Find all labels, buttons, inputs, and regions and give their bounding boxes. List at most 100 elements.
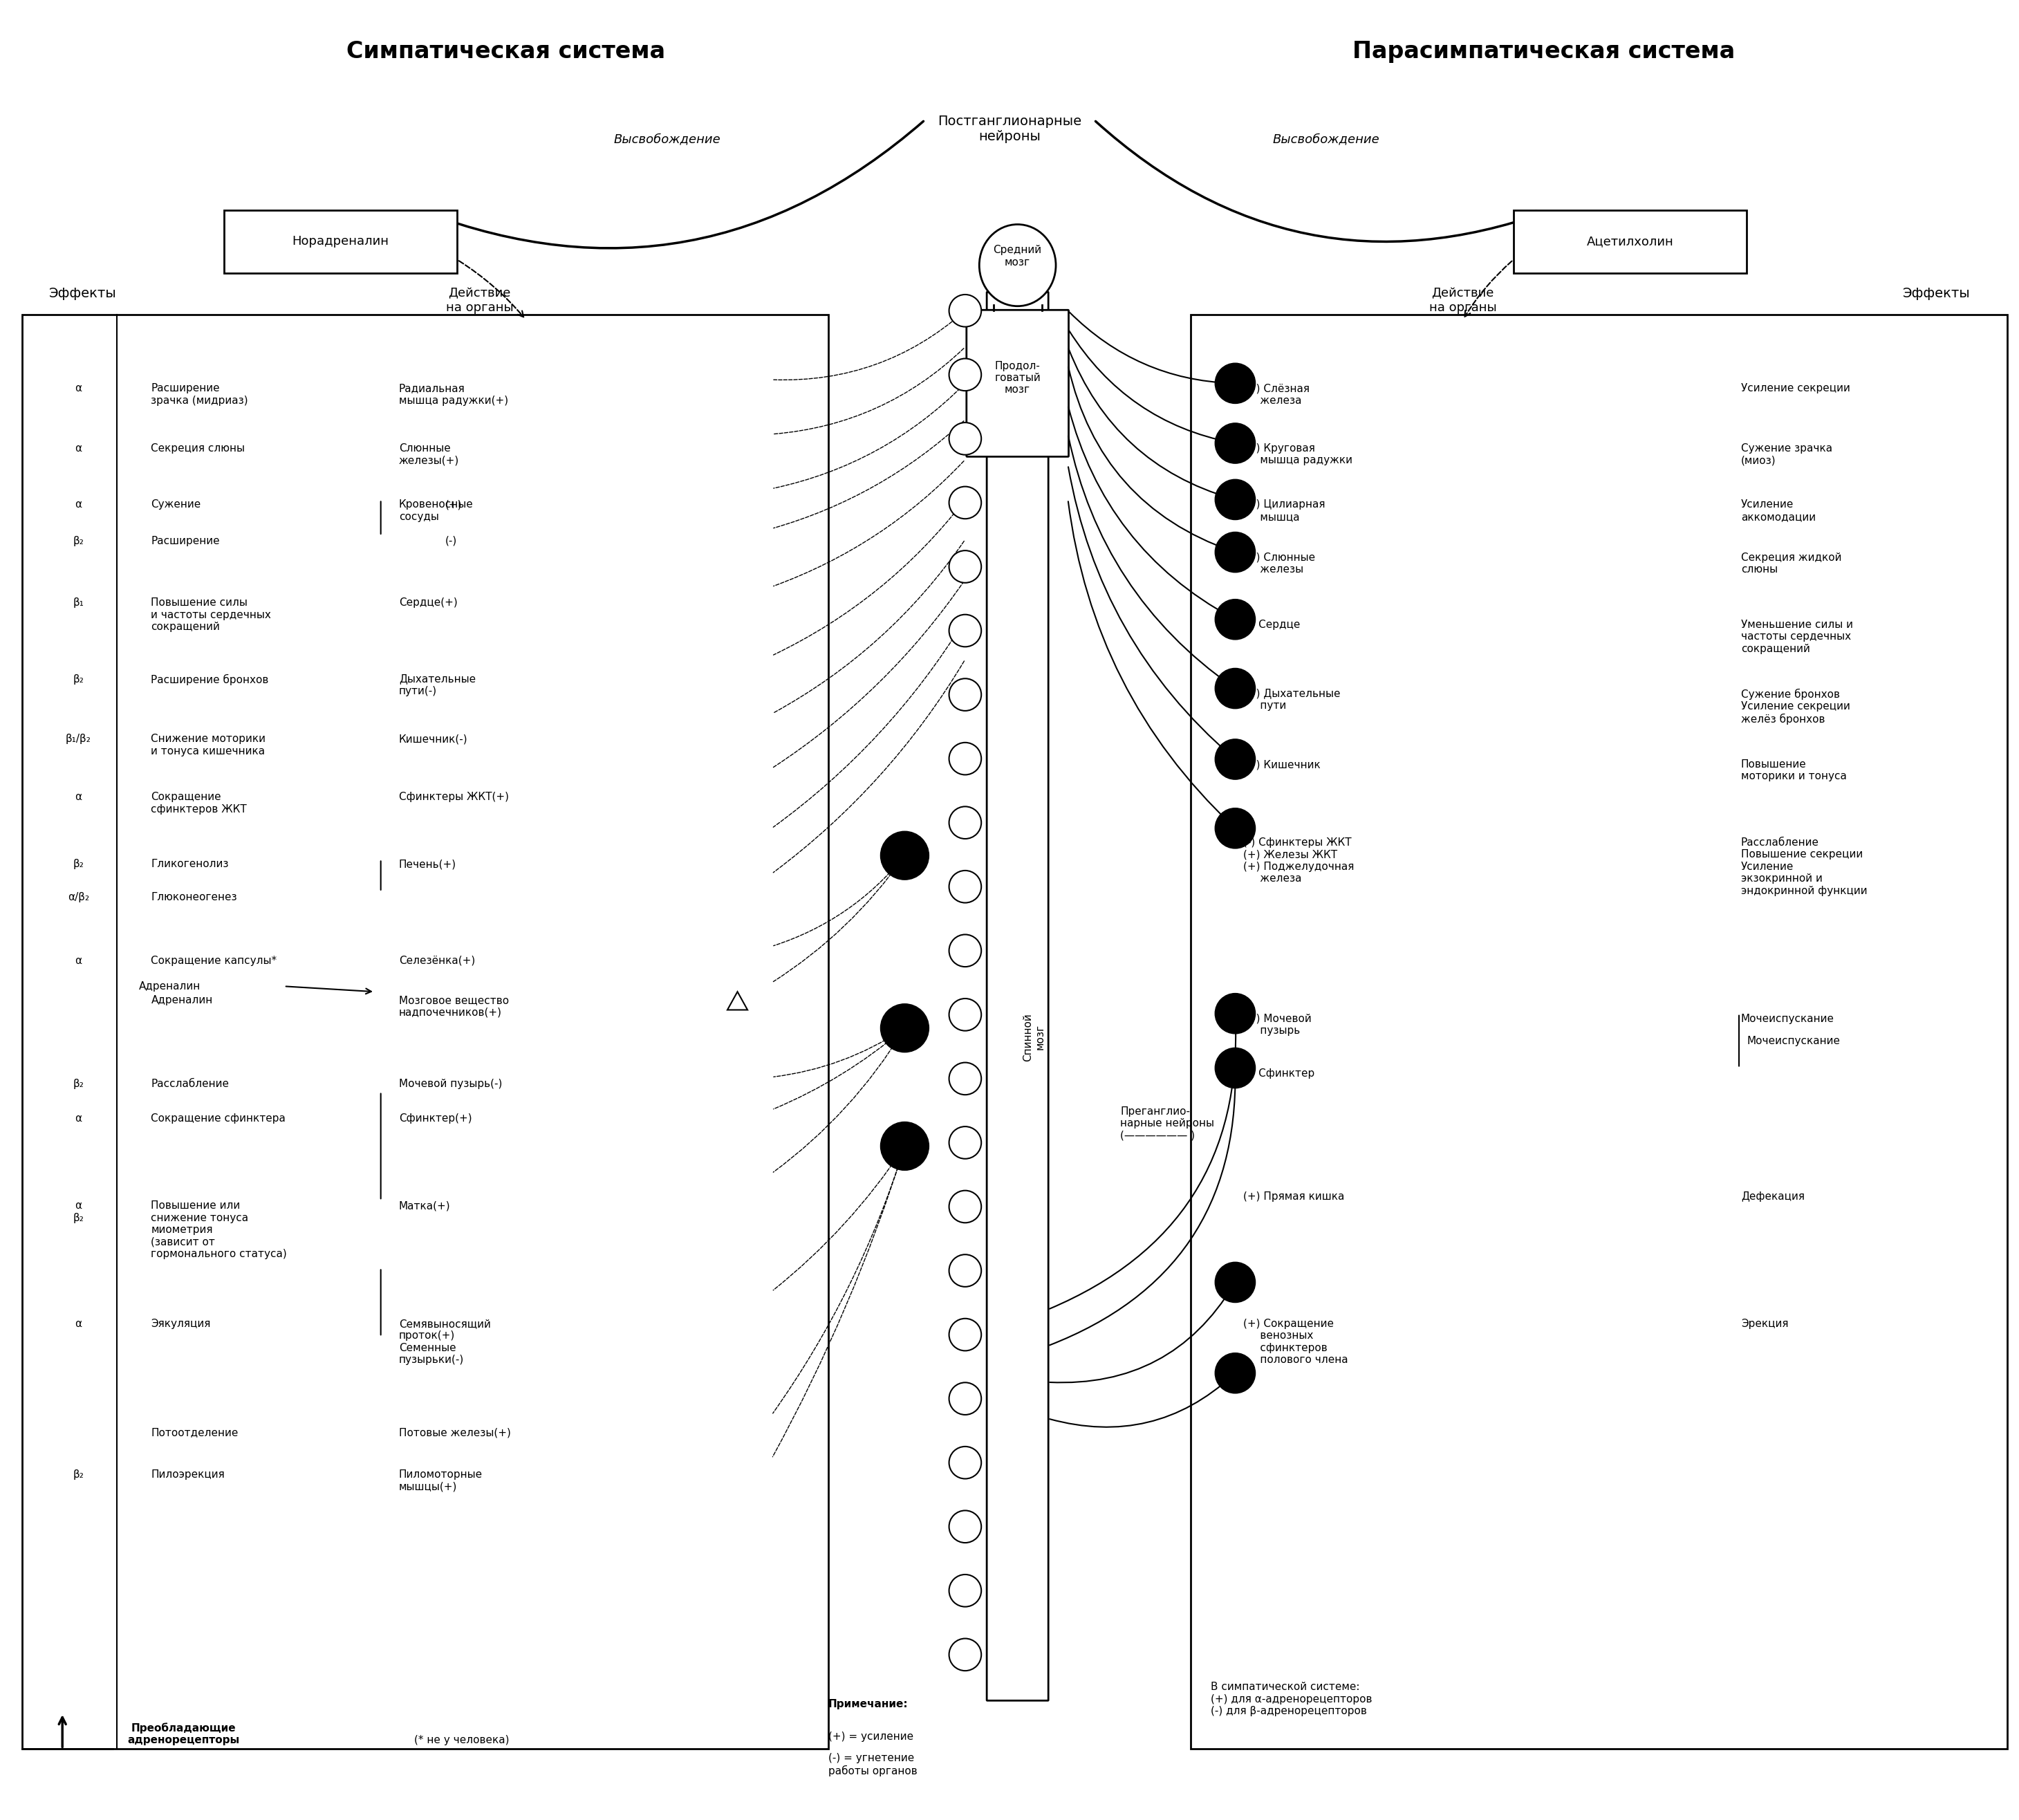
Circle shape	[949, 615, 981, 646]
Circle shape	[949, 870, 981, 903]
Text: Повышение
моторики и тонуса: Повышение моторики и тонуса	[1740, 759, 1847, 781]
Circle shape	[949, 743, 981, 775]
Text: Секреция слюны: Секреция слюны	[151, 444, 244, 453]
Text: (-) = угнетение
работы органов: (-) = угнетение работы органов	[828, 1753, 917, 1776]
Text: Примечание:: Примечание:	[828, 1698, 909, 1709]
Text: α: α	[75, 792, 83, 803]
Text: (+) Круговая
     мышца радужки: (+) Круговая мышца радужки	[1244, 444, 1353, 466]
FancyBboxPatch shape	[1514, 209, 1746, 273]
Text: β₂: β₂	[73, 673, 85, 684]
Circle shape	[949, 295, 981, 328]
Text: Сердце(+): Сердце(+)	[400, 597, 458, 608]
Text: β₂: β₂	[73, 859, 85, 870]
Text: Усиление секреции: Усиление секреции	[1740, 384, 1849, 393]
Circle shape	[949, 486, 981, 519]
Text: (-) Сфинктер: (-) Сфинктер	[1244, 1068, 1314, 1079]
Circle shape	[1215, 1261, 1256, 1303]
Text: Продол-
говатый
мозг: Продол- говатый мозг	[995, 360, 1040, 395]
Text: Средний
мозг: Средний мозг	[993, 246, 1042, 268]
Text: Сокращение сфинктера: Сокращение сфинктера	[151, 1114, 287, 1123]
Text: (-): (-)	[446, 535, 456, 546]
Text: α: α	[75, 384, 83, 393]
Text: α: α	[75, 1114, 83, 1123]
Text: (+) Цилиарная
     мышца: (+) Цилиарная мышца	[1244, 499, 1324, 522]
Text: α
β₂: α β₂	[73, 1201, 85, 1223]
Text: Дыхательные
пути(-): Дыхательные пути(-)	[400, 673, 476, 697]
Text: Кровеносные
сосуды: Кровеносные сосуды	[400, 499, 472, 522]
Circle shape	[949, 1574, 981, 1607]
Text: Повышение или
снижение тонуса
миометрия
(зависит от
гормонального статуса): Повышение или снижение тонуса миометрия …	[151, 1201, 287, 1259]
Text: α/β₂: α/β₂	[69, 892, 89, 903]
Ellipse shape	[979, 224, 1056, 306]
Circle shape	[1215, 364, 1256, 404]
Text: Ацетилхолин: Ацетилхолин	[1587, 235, 1674, 248]
Text: Норадреналин: Норадреналин	[293, 235, 390, 248]
Text: Селезёнка(+): Селезёнка(+)	[400, 956, 474, 966]
Circle shape	[1215, 1048, 1256, 1088]
Text: β₂: β₂	[73, 1469, 85, 1480]
Text: (+) = усиление: (+) = усиление	[828, 1731, 913, 1742]
Text: Сфинктеры ЖКТ(+): Сфинктеры ЖКТ(+)	[400, 792, 509, 803]
Text: α: α	[75, 956, 83, 966]
Text: В симпатической системе:
(+) для α-адренорецепторов
(-) для β-адренорецепторов: В симпатической системе: (+) для α-адрен…	[1211, 1682, 1373, 1716]
Text: Радиальная
мышца радужки(+): Радиальная мышца радужки(+)	[400, 384, 509, 406]
Text: Расширение бронхов: Расширение бронхов	[151, 673, 269, 684]
Text: (+) Мочевой
     пузырь: (+) Мочевой пузырь	[1244, 1014, 1312, 1036]
Text: Эффекты: Эффекты	[1902, 288, 1971, 300]
Text: Пилоэрекция: Пилоэрекция	[151, 1469, 224, 1480]
Text: Парасимпатическая система: Парасимпатическая система	[1353, 40, 1734, 64]
Text: (+) Дыхательные
     пути: (+) Дыхательные пути	[1244, 688, 1341, 712]
Text: (-) Сфинктеры ЖКТ
(+) Железы ЖКТ
(+) Поджелудочная
     железа: (-) Сфинктеры ЖКТ (+) Железы ЖКТ (+) Под…	[1244, 837, 1355, 885]
Circle shape	[880, 1121, 929, 1170]
Circle shape	[949, 999, 981, 1030]
Text: (+) Сокращение
     венозных
     сфинктеров
     полового члена: (+) Сокращение венозных сфинктеров полов…	[1244, 1320, 1349, 1365]
Text: Эрекция: Эрекция	[1740, 1320, 1789, 1329]
Text: Расслабление
Повышение секреции
Усиление
экзокринной и
эндокринной функции: Расслабление Повышение секреции Усиление…	[1740, 837, 1868, 895]
Text: Сокращение капсулы*: Сокращение капсулы*	[151, 956, 277, 966]
Text: Действие
на органы: Действие на органы	[1429, 288, 1496, 313]
Circle shape	[949, 1063, 981, 1096]
Circle shape	[949, 422, 981, 455]
Text: Эякуляция: Эякуляция	[151, 1320, 210, 1329]
Text: Высвобождение: Высвобождение	[614, 133, 721, 146]
Circle shape	[1215, 422, 1256, 464]
Text: Преобладающие
адренорецепторы: Преобладающие адренорецепторы	[127, 1722, 240, 1745]
Text: Уменьшение силы и
частоты сердечных
сокращений: Уменьшение силы и частоты сердечных сокр…	[1740, 619, 1853, 653]
Text: Высвобождение: Высвобождение	[1272, 133, 1379, 146]
Circle shape	[949, 1638, 981, 1671]
Text: Сужение бронхов
Усиление секреции
желёз бронхов: Сужение бронхов Усиление секреции желёз …	[1740, 688, 1849, 724]
Circle shape	[1215, 808, 1256, 848]
Text: Расширение
зрачка (мидриаз): Расширение зрачка (мидриаз)	[151, 384, 248, 406]
Text: (+) Слёзная
     железа: (+) Слёзная железа	[1244, 384, 1310, 406]
Circle shape	[949, 679, 981, 712]
Circle shape	[1215, 668, 1256, 708]
Text: Секреция жидкой
слюны: Секреция жидкой слюны	[1740, 551, 1841, 575]
Text: β₂: β₂	[73, 535, 85, 546]
Circle shape	[949, 550, 981, 582]
Circle shape	[949, 1383, 981, 1414]
Text: Действие
на органы: Действие на органы	[446, 288, 513, 313]
Circle shape	[949, 1127, 981, 1159]
Text: Сокращение
сфинктеров ЖКТ: Сокращение сфинктеров ЖКТ	[151, 792, 246, 814]
Text: Семявыносящий
проток(+)
Семенные
пузырьки(-): Семявыносящий проток(+) Семенные пузырьк…	[400, 1320, 491, 1365]
Circle shape	[880, 1005, 929, 1052]
Circle shape	[1215, 1352, 1256, 1394]
Text: (+) Прямая кишка: (+) Прямая кишка	[1244, 1192, 1345, 1201]
Circle shape	[949, 1318, 981, 1350]
Text: Мочеиспускание: Мочеиспускание	[1740, 1014, 1835, 1025]
FancyBboxPatch shape	[987, 291, 1048, 1700]
FancyBboxPatch shape	[224, 209, 456, 273]
Circle shape	[880, 832, 929, 879]
Text: β₂: β₂	[73, 1079, 85, 1090]
Circle shape	[1215, 739, 1256, 779]
Text: Адреналин: Адреналин	[139, 981, 200, 992]
Text: α: α	[75, 1320, 83, 1329]
Text: Адреналин: Адреналин	[151, 996, 212, 1006]
FancyBboxPatch shape	[993, 255, 1042, 306]
Text: Глюконеогенез: Глюконеогенез	[151, 892, 236, 903]
Text: Мозговое вещество
надпочечников(+): Мозговое вещество надпочечников(+)	[400, 996, 509, 1017]
Text: Расширение: Расширение	[151, 535, 220, 546]
Circle shape	[1215, 531, 1256, 571]
FancyBboxPatch shape	[967, 309, 1068, 457]
Text: Слюнные
железы(+): Слюнные железы(+)	[400, 444, 458, 466]
